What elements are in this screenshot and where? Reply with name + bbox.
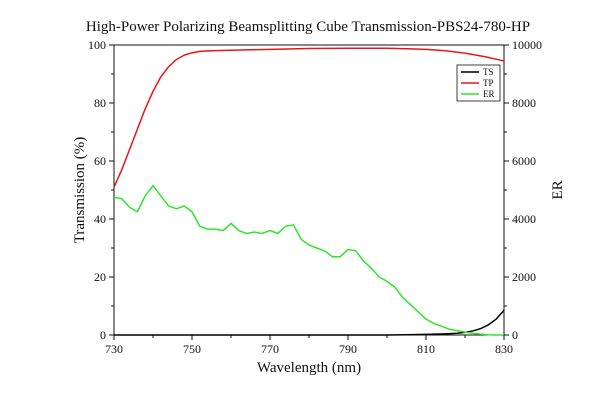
legend-label-er: ER [483,89,495,99]
y2-tick-label: 0 [512,328,518,342]
x-tick-label: 750 [183,342,201,356]
y2-tick-label: 6000 [512,154,536,168]
y2-tick-label: 10000 [512,38,542,52]
x-tick-label: 770 [261,342,279,356]
legend: TS TP ER [456,64,501,102]
y2-tick-label: 8000 [512,96,536,110]
x-tick-label: 730 [105,342,123,356]
y-tick-label: 80 [94,96,106,110]
x-tick-label: 790 [339,342,357,356]
y2-tick-label: 2000 [512,270,536,284]
series-line-ts [114,309,505,336]
x-tick-label: 810 [417,342,435,356]
chart-title: High-Power Polarizing Beamsplitting Cube… [86,19,530,35]
y-axis-label: Transmission (%) [72,137,88,244]
legend-label-tp: TP [483,78,494,88]
y2-axis-label: ER [550,180,566,199]
x-axis-label: Wavelength (nm) [257,360,361,376]
y-tick-label: 20 [94,270,106,284]
series-layer [113,47,505,336]
y-tick-label: 100 [88,38,106,52]
legend-label-ts: TS [483,67,494,77]
x-tick-label: 830 [495,342,513,356]
y2-tick-label: 4000 [512,212,536,226]
series-line-tp [113,47,505,188]
y-tick-label: 40 [94,212,106,226]
plot-frame [113,44,505,336]
y-tick-label: 60 [94,154,106,168]
y-tick-label: 0 [100,328,106,342]
ticks-layer: 730 750 770 790 810 8300204060801000200040006… [88,38,542,356]
series-line-er [113,184,504,336]
